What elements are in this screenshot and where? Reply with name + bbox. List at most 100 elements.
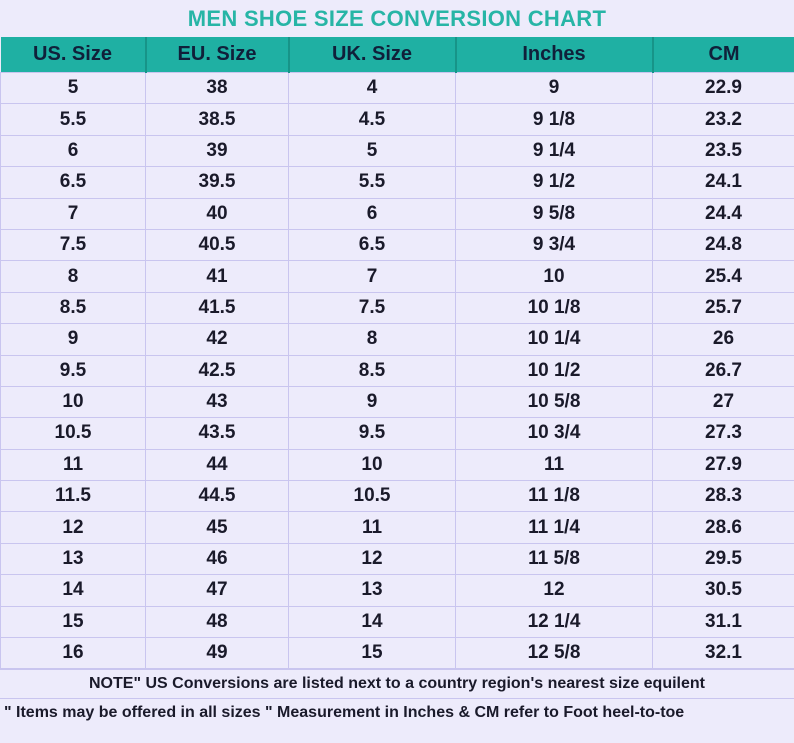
table-cell: 32.1 <box>652 637 794 670</box>
column-header: UK. Size <box>287 37 456 73</box>
table-row: 13 46 12 11 5/8 29.5 <box>0 542 794 576</box>
table-cell: 9 1/4 <box>455 134 653 168</box>
table-cell: 39.5 <box>145 166 289 199</box>
table-row: 9.5 42.5 8.5 10 1/2 26.7 <box>0 354 794 387</box>
table-row: 14 47 13 12 30.5 <box>0 574 794 607</box>
table-cell: 40 <box>145 197 289 230</box>
table-cell: 6.5 <box>0 166 146 199</box>
table-cell: 11 1/4 <box>455 511 653 544</box>
table-cell: 25.7 <box>652 291 794 325</box>
table-cell: 27.9 <box>652 448 794 482</box>
note-2: " Items may be offered in all sizes " Me… <box>0 698 794 727</box>
table-cell: 10 1/8 <box>455 291 653 325</box>
table-cell: 8 <box>0 260 146 293</box>
table-cell: 9 5/8 <box>455 197 653 230</box>
table-cell: 9 <box>288 385 456 419</box>
table-cell: 29.5 <box>652 542 794 576</box>
table-cell: 10 <box>455 260 653 293</box>
table-cell: 12 1/4 <box>455 605 653 639</box>
chart-title: MEN SHOE SIZE CONVERSION CHART <box>187 6 607 31</box>
table-row: 6 39 5 9 1/4 23.5 <box>0 134 794 168</box>
table-cell: 26.7 <box>652 354 794 387</box>
table-cell: 28.6 <box>652 511 794 544</box>
table-row: 7 40 6 9 5/8 24.4 <box>0 197 794 230</box>
table-cell: 9 1/2 <box>455 166 653 199</box>
column-header: EU. Size <box>144 37 289 73</box>
table-cell: 9 <box>0 323 146 356</box>
table-cell: 22.9 <box>652 71 794 105</box>
table-cell: 6.5 <box>288 228 456 262</box>
table-cell: 5 <box>288 134 456 168</box>
table-cell: 49 <box>145 637 289 670</box>
table-cell: 9.5 <box>0 354 146 387</box>
table-cell: 42 <box>145 323 289 356</box>
table-cell: 12 <box>455 574 653 607</box>
table-cell: 10 <box>0 385 146 419</box>
table-cell: 10.5 <box>288 480 456 513</box>
table-cell: 38 <box>145 71 289 105</box>
table-cell: 13 <box>0 542 146 576</box>
table-cell: 41 <box>145 260 289 293</box>
table-cell: 27 <box>652 385 794 419</box>
table-row: 8 41 7 10 25.4 <box>0 260 794 293</box>
column-header: Inches <box>454 37 653 73</box>
table-cell: 24.1 <box>652 166 794 199</box>
table-cell: 27.3 <box>652 417 794 450</box>
table-cell: 10 1/2 <box>455 354 653 387</box>
table-row: 16 49 15 12 5/8 32.1 <box>0 637 794 670</box>
table-row: 10.5 43.5 9.5 10 3/4 27.3 <box>0 417 794 450</box>
table-cell: 11 <box>0 448 146 482</box>
table-cell: 6 <box>0 134 146 168</box>
table-cell: 5 <box>0 71 146 105</box>
table-cell: 48 <box>145 605 289 639</box>
table-cell: 4 <box>288 71 456 105</box>
table-cell: 8.5 <box>0 291 146 325</box>
table-cell: 28.3 <box>652 480 794 513</box>
table-cell: 31.1 <box>652 605 794 639</box>
table-cell: 10 5/8 <box>455 385 653 419</box>
table-cell: 10 3/4 <box>455 417 653 450</box>
table-cell: 8.5 <box>288 354 456 387</box>
column-header: US. Size <box>0 37 146 73</box>
table-row: 15 48 14 12 1/4 31.1 <box>0 605 794 639</box>
table-row: 10 43 9 10 5/8 27 <box>0 385 794 419</box>
table-cell: 40.5 <box>145 228 289 262</box>
table-cell: 7.5 <box>0 228 146 262</box>
table-cell: 47 <box>145 574 289 607</box>
table-cell: 14 <box>0 574 146 607</box>
table-cell: 10 <box>288 448 456 482</box>
table-cell: 14 <box>288 605 456 639</box>
table-cell: 5.5 <box>288 166 456 199</box>
table-cell: 12 <box>0 511 146 544</box>
table-cell: 16 <box>0 637 146 670</box>
table-cell: 9.5 <box>288 417 456 450</box>
header-row: US. Size EU. Size UK. Size Inches CM <box>0 37 794 73</box>
table-cell: 26 <box>652 323 794 356</box>
table-cell: 43.5 <box>145 417 289 450</box>
table-cell: 38.5 <box>145 103 289 136</box>
table-cell: 30.5 <box>652 574 794 607</box>
table-row: 11 44 10 11 27.9 <box>0 448 794 482</box>
table-row: 5 38 4 9 22.9 <box>0 71 794 105</box>
table-cell: 10.5 <box>0 417 146 450</box>
table-cell: 25.4 <box>652 260 794 293</box>
table-cell: 9 <box>455 71 653 105</box>
table-cell: 24.4 <box>652 197 794 230</box>
table-cell: 7 <box>0 197 146 230</box>
table-row: 9 42 8 10 1/4 26 <box>0 323 794 356</box>
table-cell: 7 <box>288 260 456 293</box>
table-cell: 4.5 <box>288 103 456 136</box>
table-cell: 11 1/8 <box>455 480 653 513</box>
table-cell: 9 3/4 <box>455 228 653 262</box>
table-row: 8.5 41.5 7.5 10 1/8 25.7 <box>0 291 794 325</box>
table-cell: 13 <box>288 574 456 607</box>
table-cell: 11 <box>288 511 456 544</box>
table-cell: 24.8 <box>652 228 794 262</box>
table-cell: 5.5 <box>0 103 146 136</box>
table-cell: 44 <box>145 448 289 482</box>
table-cell: 43 <box>145 385 289 419</box>
table-cell: 12 5/8 <box>455 637 653 670</box>
table-cell: 11 5/8 <box>455 542 653 576</box>
table-row: 7.5 40.5 6.5 9 3/4 24.8 <box>0 228 794 262</box>
table-cell: 42.5 <box>145 354 289 387</box>
